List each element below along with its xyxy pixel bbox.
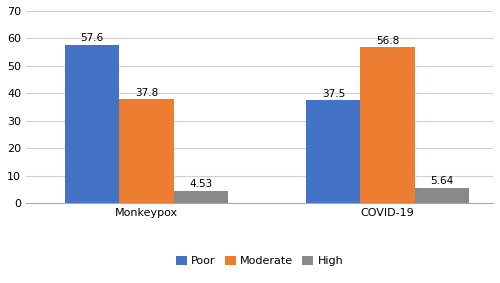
Bar	[414, 188, 469, 203]
Bar	[65, 45, 120, 203]
Text: 56.8: 56.8	[376, 36, 399, 46]
Bar	[306, 100, 360, 203]
Text: 37.8: 37.8	[135, 88, 158, 98]
Text: 57.6: 57.6	[80, 33, 104, 43]
Text: 5.64: 5.64	[430, 176, 454, 186]
Bar	[360, 47, 414, 203]
Text: 37.5: 37.5	[322, 89, 345, 98]
Bar	[174, 191, 228, 203]
Bar	[120, 99, 174, 203]
Legend: Poor, Moderate, High: Poor, Moderate, High	[171, 251, 348, 271]
Text: 4.53: 4.53	[189, 179, 212, 189]
